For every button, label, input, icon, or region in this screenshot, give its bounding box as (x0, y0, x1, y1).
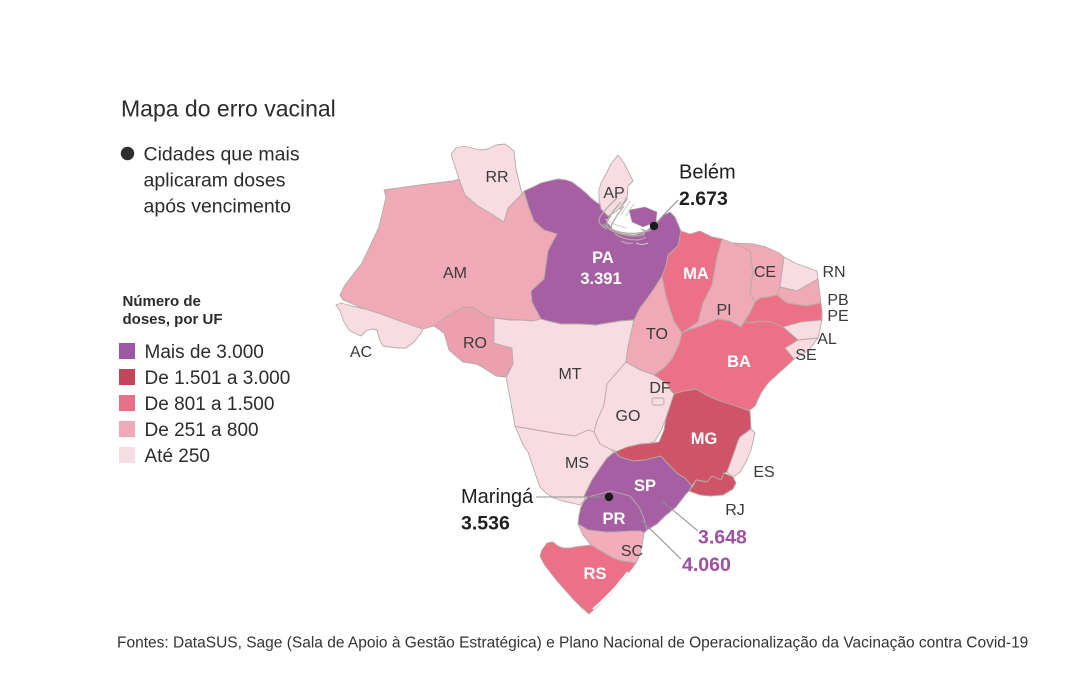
svg-text:RN: RN (822, 264, 845, 281)
svg-text:Número de: Número de (123, 293, 201, 310)
svg-text:SE: SE (795, 347, 816, 364)
svg-text:Até 250: Até 250 (145, 446, 211, 467)
svg-text:PA: PA (592, 249, 614, 267)
svg-text:GO: GO (616, 408, 641, 425)
svg-text:RS: RS (584, 565, 607, 583)
svg-text:PB: PB (827, 292, 848, 309)
svg-text:3.391: 3.391 (580, 270, 621, 288)
svg-text:Fontes: DataSUS, Sage (Sala de: Fontes: DataSUS, Sage (Sala de Apoio à G… (117, 635, 1028, 652)
svg-text:DF: DF (649, 380, 671, 397)
svg-text:SP: SP (634, 477, 656, 495)
svg-text:3.648: 3.648 (698, 527, 747, 549)
svg-text:CE: CE (754, 264, 776, 281)
svg-text:Mais de 3.000: Mais de 3.000 (145, 342, 264, 363)
svg-text:2.673: 2.673 (679, 188, 728, 210)
svg-text:AC: AC (350, 344, 372, 361)
svg-text:RJ: RJ (725, 502, 745, 519)
svg-text:RO: RO (463, 335, 487, 352)
svg-text:AP: AP (603, 185, 624, 202)
svg-text:4.060: 4.060 (682, 554, 731, 576)
svg-text:TO: TO (646, 326, 668, 343)
svg-text:Mapa do erro vacinal: Mapa do erro vacinal (121, 96, 336, 122)
svg-text:AL: AL (817, 331, 837, 348)
svg-text:AM: AM (443, 265, 467, 282)
svg-text:após vencimento: após vencimento (144, 196, 292, 218)
svg-text:PE: PE (827, 308, 848, 325)
svg-text:PI: PI (716, 302, 731, 319)
svg-text:3.536: 3.536 (461, 513, 510, 535)
svg-text:PR: PR (603, 510, 626, 528)
svg-text:Belém: Belém (679, 162, 736, 184)
svg-text:De 1.501 a 3.000: De 1.501 a 3.000 (145, 368, 291, 389)
svg-text:MT: MT (558, 366, 581, 383)
svg-text:aplicaram doses: aplicaram doses (144, 170, 286, 192)
svg-text:MA: MA (683, 265, 709, 283)
svg-text:De 251 a 800: De 251 a 800 (145, 420, 259, 441)
svg-text:doses, por UF: doses, por UF (123, 311, 223, 328)
svg-text:De 801 a 1.500: De 801 a 1.500 (145, 394, 275, 415)
svg-text:SC: SC (621, 543, 643, 560)
svg-text:Cidades que mais: Cidades que mais (144, 144, 300, 166)
svg-text:MG: MG (691, 430, 718, 448)
svg-text:Maringá: Maringá (461, 486, 534, 508)
svg-text:ES: ES (753, 464, 774, 481)
svg-text:RR: RR (485, 169, 508, 186)
svg-text:BA: BA (727, 353, 751, 371)
svg-text:MS: MS (565, 455, 589, 472)
